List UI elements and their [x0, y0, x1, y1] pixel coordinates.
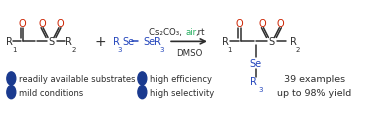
Text: R: R	[113, 37, 119, 47]
Ellipse shape	[7, 72, 16, 85]
Text: 3: 3	[118, 47, 122, 53]
Text: DMSO: DMSO	[176, 48, 202, 57]
Text: up to 98% yield: up to 98% yield	[277, 88, 351, 97]
Ellipse shape	[138, 72, 147, 85]
Text: R: R	[65, 37, 72, 47]
Text: +: +	[95, 35, 107, 49]
Text: O: O	[38, 19, 46, 29]
Text: R: R	[6, 37, 13, 47]
Text: Cs₂CO₃,: Cs₂CO₃,	[149, 28, 185, 37]
Text: high efficiency: high efficiency	[150, 74, 212, 83]
Text: mild conditions: mild conditions	[19, 88, 83, 97]
Text: readily available substrates: readily available substrates	[19, 74, 135, 83]
Text: O: O	[19, 19, 26, 29]
Text: ,rt: ,rt	[195, 28, 204, 37]
Text: O: O	[277, 19, 284, 29]
Text: S: S	[268, 37, 274, 47]
Ellipse shape	[138, 86, 147, 99]
Text: R: R	[222, 37, 229, 47]
Text: 1: 1	[12, 47, 17, 53]
Text: 3: 3	[259, 87, 263, 92]
Text: Se: Se	[143, 37, 155, 47]
Text: S: S	[48, 37, 54, 47]
Text: 3: 3	[159, 47, 164, 53]
Text: Se: Se	[122, 37, 135, 47]
Text: Se: Se	[249, 58, 262, 68]
Text: high selectivity: high selectivity	[150, 88, 214, 97]
Text: 2: 2	[72, 47, 76, 53]
Text: O: O	[236, 19, 243, 29]
Text: air: air	[185, 28, 196, 37]
Ellipse shape	[7, 86, 16, 99]
Text: 39 examples: 39 examples	[284, 74, 345, 83]
Text: R: R	[250, 77, 257, 87]
Text: R: R	[290, 37, 297, 47]
Text: O: O	[259, 19, 266, 29]
Text: R: R	[154, 37, 161, 47]
Text: O: O	[56, 19, 64, 29]
Text: 2: 2	[295, 47, 300, 53]
Text: 1: 1	[227, 47, 231, 53]
